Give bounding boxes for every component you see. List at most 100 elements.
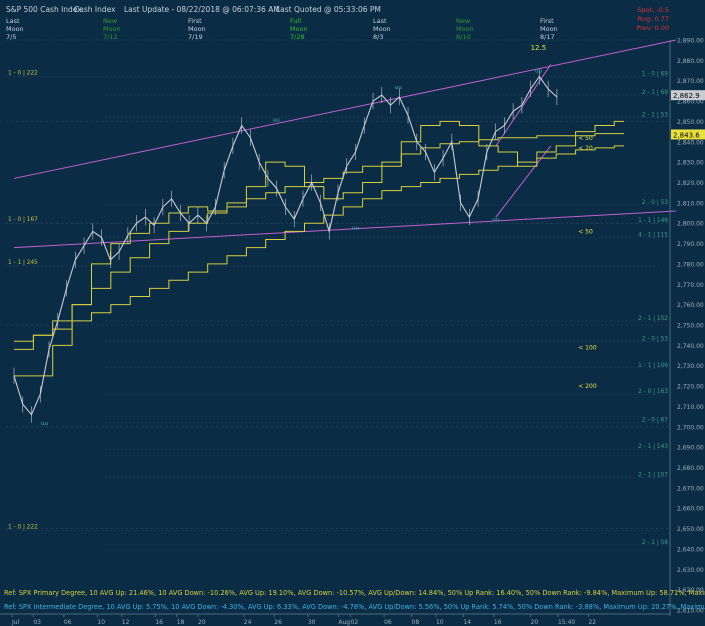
level-label-left: 1 - 0 | 222 — [8, 525, 38, 531]
moving-average-label: < 50 — [578, 228, 593, 235]
y-tick-label: 2,740.00 — [677, 343, 704, 350]
moving-averages: < 50 < 20 < 50 < 100 < 200 — [14, 120, 624, 390]
moon-phase-sub: Moon — [103, 25, 121, 33]
y-tick-label: 2,810.00 — [677, 200, 704, 207]
y-tick-label: 2,860.00 — [677, 99, 704, 106]
level-label-right: 2 - 1 | 152 — [638, 316, 668, 322]
y-tick-label: 2,680.00 — [677, 465, 704, 472]
x-tick-label: 22 — [588, 619, 596, 626]
y-tick-label: 2,840.00 — [677, 139, 704, 146]
y-tick-label: 2,770.00 — [677, 282, 704, 289]
y-tick-label: 2,660.00 — [677, 506, 704, 513]
moon-phase-sub: Moon — [188, 25, 206, 33]
y-axis: 2,890.00 2,880.00 2,870.00 2,860.00 2,850.00… — [669, 38, 704, 616]
moon-phase-date: 7/12 — [103, 33, 118, 41]
y-tick-label: 2,700.00 — [677, 424, 704, 431]
ma-price-tag: 2,843.6 — [673, 131, 700, 139]
y-tick-label: 2,790.00 — [677, 241, 704, 248]
header-instrument: Cash Index — [74, 5, 116, 14]
level-label-right: 2 - 0 | 53 — [642, 336, 668, 342]
grid — [6, 39, 670, 529]
ma-price-tag-bg — [671, 129, 705, 140]
y-tick-label: 2,730.00 — [677, 363, 704, 370]
level-label-left: 1 - 0 | 222 — [8, 71, 38, 77]
moon-phase-date: 8/10 — [456, 33, 471, 41]
level-label-right: 2 - 1 | 143 — [638, 444, 668, 450]
y-tick-label: 2,710.00 — [677, 404, 704, 411]
level-label-left: 1 - 0 | 167 — [8, 217, 38, 223]
level-label-left: 1 - 1 | 245 — [8, 260, 38, 266]
x-tick-label: Aug — [338, 619, 350, 626]
y-tick-label: 2,800.00 — [677, 221, 704, 228]
y-tick-label: 2,830.00 — [677, 160, 704, 167]
level-label-right: 2 - 1 | 69 — [642, 90, 668, 96]
header-title: S&P 500 Cash Index — [6, 5, 82, 14]
level-label-right: 4 - 1 | 115 — [638, 232, 668, 238]
y-tick-label: 2,720.00 — [677, 384, 704, 391]
level-label-right: 2 - 0 | 67 — [642, 418, 668, 424]
y-tick-label: 2,620.00 — [677, 587, 704, 594]
swing-markers: uu uu uu uu uu uu — [41, 69, 542, 427]
x-tick-label: 24 — [244, 619, 252, 626]
moon-phase-label: Full — [290, 17, 301, 25]
moon-phase-label: New — [103, 17, 118, 25]
moon-phase-sub: Moon — [6, 25, 24, 33]
moving-average-label: < 100 — [578, 344, 597, 351]
y-tick-label: 2,890.00 — [677, 38, 704, 45]
y-tick-label: 2,670.00 — [677, 485, 704, 492]
moon-phase-sub: Moon — [540, 25, 558, 33]
y-tick-label: 2,640.00 — [677, 546, 704, 553]
level-label-right: 1 - 1 | 106 — [638, 363, 668, 369]
channel-line-rising_upper — [495, 64, 552, 147]
moon-phase-sub: Moon — [456, 25, 474, 33]
y-tick-label: 2,650.00 — [677, 526, 704, 533]
moon-phase-date: 7/28 — [290, 33, 305, 41]
moon-phase-label: New — [456, 17, 471, 25]
x-tick-label: Jul — [11, 619, 20, 626]
header: S&P 500 Cash Index Cash Index Last Updat… — [6, 5, 669, 41]
x-tick-label: 10 — [436, 619, 444, 626]
x-tick-label: 12 — [122, 619, 130, 626]
moving-average-line — [14, 120, 624, 377]
y-tick-label: 2,870.00 — [677, 78, 704, 85]
header-right-label: Rng: 0.77 — [638, 15, 670, 23]
x-tick-label: 16 — [494, 619, 502, 626]
moon-phase-label: Last — [6, 17, 20, 25]
header-right-label: Spot: -0.5 — [637, 6, 669, 14]
x-tick-label: 20 — [198, 619, 206, 626]
header-last-update: Last Update - 08/22/2018 @ 06:07:36 AM — [124, 5, 280, 14]
x-tick-label: 03 — [33, 619, 41, 626]
level-label-right: 1 - 1 | 148 — [638, 218, 668, 224]
swing-marker: uu — [492, 217, 499, 223]
moon-phase-label: First — [188, 17, 202, 25]
x-tick-label: 06 — [384, 619, 392, 626]
swing-marker: uu — [273, 117, 280, 123]
x-tick-label: 02 — [351, 619, 359, 626]
channel-label: 12.5 — [531, 44, 547, 52]
channel-line-upper — [13, 39, 677, 179]
last-price-tag: 2,862.9 — [673, 92, 700, 100]
y-tick-label: 2,760.00 — [677, 302, 704, 309]
moon-phase-label: Last — [373, 17, 387, 25]
price-tags: 2,862.9 2,843.6 — [671, 90, 705, 140]
moon-phase-date: 7/19 — [188, 33, 203, 41]
level-label-right: 2 - 1 | 53 — [642, 112, 668, 118]
moon-phase-sub: Moon — [373, 25, 391, 33]
y-tick-label: 2,750.00 — [677, 323, 704, 330]
level-label-right: 2 - 1 | 58 — [642, 540, 668, 546]
x-tick-label: 15:40 — [558, 619, 575, 626]
moving-average-label: < 50 — [578, 135, 593, 142]
x-tick-label: 14 — [463, 619, 471, 626]
moon-phase-date: 8/3 — [373, 33, 383, 41]
footer-primary-degree: Ref: SPX Primary Degree, 10 AVG Up: 21.4… — [4, 589, 705, 597]
y-tick-label: 2,630.00 — [677, 567, 704, 574]
swing-marker: uu — [535, 69, 542, 75]
moon-phase-date: 8/17 — [540, 33, 555, 41]
y-tick-label: 2,690.00 — [677, 445, 704, 452]
moon-phase-sub: Moon — [290, 25, 308, 33]
level-label-right: 1 - 0 | 69 — [642, 72, 668, 78]
last-price-tag-bg — [671, 90, 705, 101]
